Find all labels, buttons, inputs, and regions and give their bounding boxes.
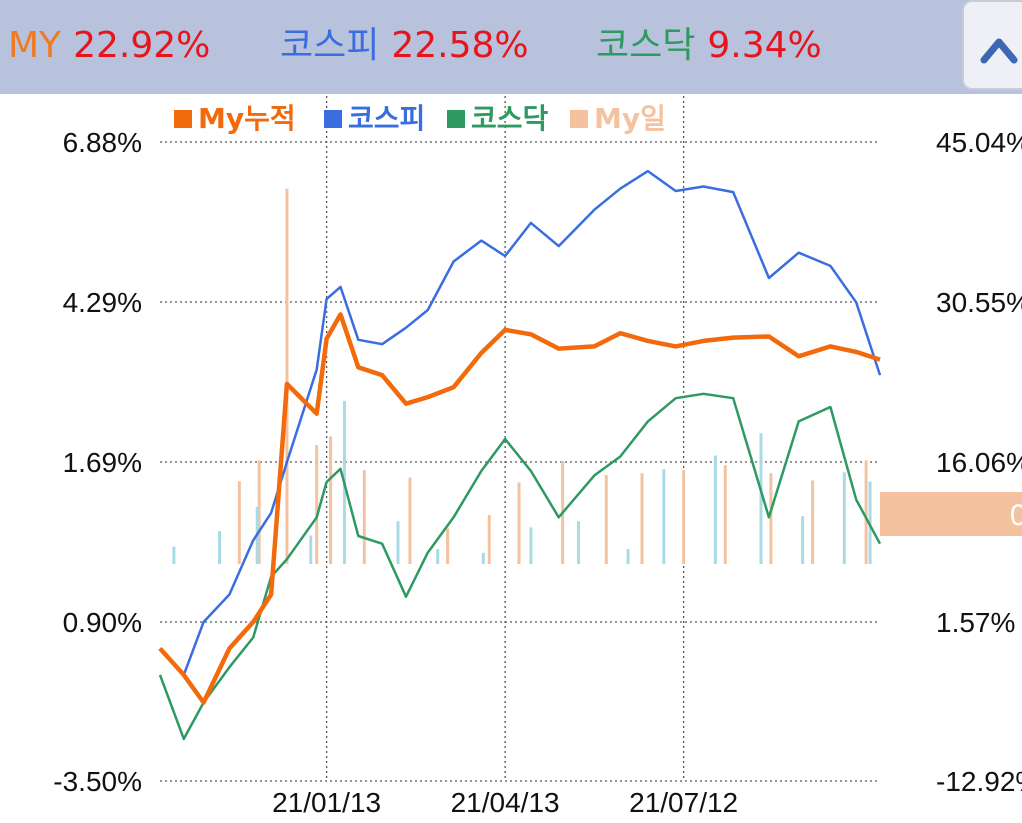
legend-kosdaq: 코스닥 bbox=[447, 102, 549, 135]
daily-bar-positive bbox=[257, 460, 261, 564]
summary-kosdaq-value: 9.34% bbox=[707, 25, 822, 66]
daily-bar-positive bbox=[362, 470, 366, 564]
daily-bar-negative bbox=[309, 535, 313, 564]
x-tick-label: 21/07/12 bbox=[629, 787, 738, 818]
daily-bar-positive bbox=[285, 188, 289, 564]
daily-bar-positive bbox=[408, 477, 412, 564]
grid bbox=[160, 96, 880, 782]
left-tick-label: 0.90% bbox=[63, 607, 142, 638]
daily-bar-positive bbox=[769, 473, 773, 564]
legend-my-daily: My일 bbox=[570, 102, 666, 135]
legend-label: 코스닥 bbox=[471, 102, 549, 135]
x-tick-label: 21/01/13 bbox=[272, 787, 381, 818]
daily-bar-negative bbox=[218, 531, 222, 564]
summary-kospi-value: 22.58% bbox=[391, 25, 529, 66]
daily-bar-negative bbox=[172, 546, 176, 564]
right-tick-label: 16.06% bbox=[936, 447, 1022, 478]
legend-label: 코스피 bbox=[348, 102, 425, 135]
legend-swatch bbox=[570, 110, 588, 128]
legend-swatch bbox=[447, 110, 465, 128]
daily-bar-negative bbox=[529, 527, 533, 564]
daily-bar-positive bbox=[237, 481, 241, 564]
value-badge: 0.8 bbox=[880, 492, 1022, 536]
daily-bar-positive bbox=[723, 465, 727, 564]
daily-bar-positive bbox=[864, 460, 868, 564]
right-tick-label: 30.55% bbox=[936, 287, 1022, 318]
legend: My누적 코스피 코스닥 My일 bbox=[174, 102, 666, 135]
summary-my-label: MY bbox=[8, 25, 62, 66]
daily-bar-positive bbox=[517, 482, 521, 564]
daily-bar-negative bbox=[436, 549, 440, 564]
collapse-button[interactable] bbox=[962, 0, 1022, 90]
legend-my-cumulative: My누적 bbox=[174, 102, 296, 135]
daily-bar-positive bbox=[487, 514, 491, 564]
right-tick-label: 45.04% bbox=[936, 127, 1022, 158]
daily-bar-positive bbox=[682, 470, 686, 564]
summary-kospi: 코스피 22.58% bbox=[280, 26, 529, 66]
daily-bar-negative bbox=[662, 469, 666, 564]
daily-bar-negative bbox=[577, 521, 581, 564]
daily-bar-negative bbox=[842, 472, 846, 564]
summary-kosdaq: 코스닥 9.34% bbox=[596, 26, 822, 66]
axes: 6.88% 4.29% 1.69% 0.90% -3.50% 45.04% 30.55% 16… bbox=[53, 127, 1022, 818]
summary-my: MY 22.92% bbox=[8, 26, 210, 66]
daily-bar-negative bbox=[481, 552, 485, 564]
left-tick-label: 6.88% bbox=[63, 127, 142, 158]
legend-label: My누적 bbox=[198, 102, 296, 135]
right-tick-label: 1.57% bbox=[936, 607, 1015, 638]
daily-bar-negative bbox=[713, 455, 717, 564]
daily-bar-positive bbox=[446, 528, 450, 564]
daily-bar-positive bbox=[640, 473, 644, 564]
summary-kosdaq-label: 코스닥 bbox=[596, 25, 696, 66]
legend-label: My일 bbox=[594, 102, 666, 135]
daily-bar-positive bbox=[604, 475, 608, 564]
summary-header: MY 22.92% 코스피 22.58% 코스닥 9.34% bbox=[0, 0, 1022, 94]
kosdaq-line bbox=[158, 392, 882, 741]
value-badge-text: 0.8 bbox=[1010, 499, 1022, 532]
my-cumulative-line bbox=[158, 312, 881, 705]
value-badge-bg bbox=[880, 492, 1022, 536]
kospi-line bbox=[159, 169, 882, 677]
legend-swatch bbox=[324, 110, 342, 128]
chevron-up-icon bbox=[980, 38, 1018, 64]
left-tick-label: 4.29% bbox=[63, 287, 142, 318]
daily-bar-positive bbox=[329, 436, 333, 564]
summary-kospi-label: 코스피 bbox=[280, 25, 380, 66]
left-tick-label: 1.69% bbox=[63, 447, 142, 478]
daily-bar-negative bbox=[759, 433, 763, 564]
daily-bar-negative bbox=[396, 521, 400, 564]
right-tick-label: -12.92% bbox=[936, 766, 1022, 797]
x-tick-label: 21/04/13 bbox=[451, 787, 560, 818]
daily-bar-negative bbox=[626, 549, 630, 564]
daily-bar-negative bbox=[801, 516, 805, 564]
summary-my-value: 22.92% bbox=[73, 25, 211, 66]
left-tick-label: -3.50% bbox=[53, 766, 142, 797]
daily-bar-positive bbox=[315, 445, 319, 564]
legend-kospi: 코스피 bbox=[324, 102, 425, 135]
legend-swatch bbox=[174, 110, 192, 128]
daily-bar-positive bbox=[811, 480, 815, 564]
series-lines bbox=[158, 169, 882, 741]
